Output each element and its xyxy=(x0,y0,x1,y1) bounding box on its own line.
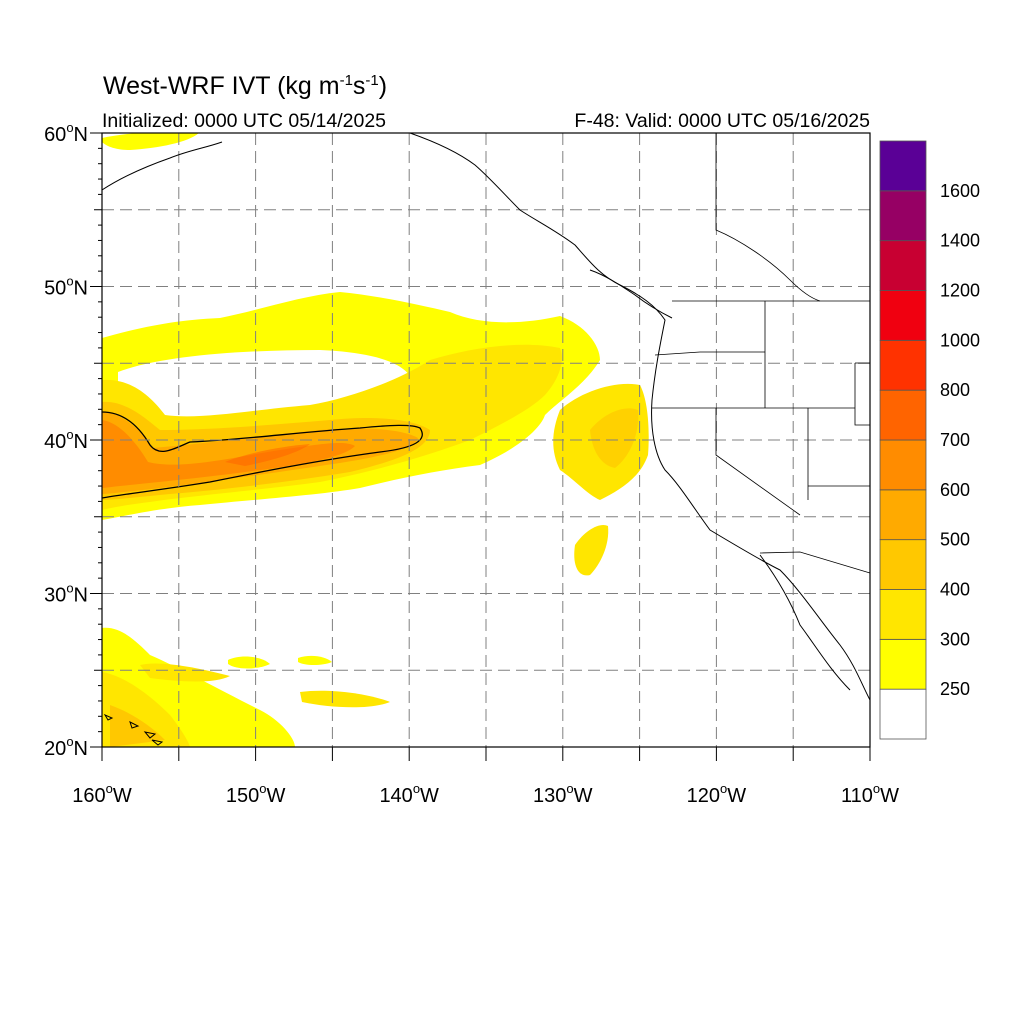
coastline-alaska xyxy=(102,141,223,191)
colorbar-label: 1400 xyxy=(940,231,980,251)
ivt-contour-line xyxy=(102,411,423,499)
colorbar-swatch xyxy=(879,140,927,192)
colorbar-swatch xyxy=(879,439,927,491)
ivt-field xyxy=(102,133,649,747)
ivt-blob-small-2 xyxy=(298,655,332,665)
coastline-baja xyxy=(759,554,851,691)
ivt-blob-south xyxy=(574,524,609,576)
lon-label-110: 110oW xyxy=(841,781,899,807)
lon-label-160: 160oW xyxy=(72,781,132,807)
colorbar-label: 1000 xyxy=(940,330,980,350)
colorbar-label: 1600 xyxy=(940,181,980,201)
colorbar-swatch xyxy=(879,389,927,441)
lon-label-140: 140oW xyxy=(379,781,439,807)
lat-label-30: 30oN xyxy=(44,581,88,607)
coastline-north-america xyxy=(409,133,870,701)
colorbar-swatch xyxy=(879,339,927,391)
axis-ticks xyxy=(90,132,871,761)
ivt-blob-northwest xyxy=(102,133,199,150)
colorbar-swatch xyxy=(879,290,927,341)
colorbar-swatch xyxy=(879,240,927,291)
lat-label-20: 20oN xyxy=(44,734,88,760)
initialized-time: Initialized: 0000 UTC 05/14/2025 xyxy=(102,110,387,132)
colorbar-label: 800 xyxy=(940,380,970,400)
lat-label-50: 50oN xyxy=(44,274,88,300)
lat-label-60: 60oN xyxy=(44,120,88,146)
border-us-mexico xyxy=(759,551,871,574)
border-wa-or xyxy=(654,351,765,356)
lon-label-150: 150oW xyxy=(226,781,286,807)
colorbar-label: 400 xyxy=(940,580,970,600)
lon-label-120: 120oW xyxy=(687,781,747,807)
lon-label-130: 130oW xyxy=(533,781,593,807)
latitude-labels: 60oN 50oN 40oN 30oN 20oN xyxy=(44,120,88,760)
colorbar-swatch xyxy=(879,638,927,690)
ivt-blob-band-b xyxy=(300,690,390,708)
border-nv-ca xyxy=(715,408,801,516)
colorbar-label: 250 xyxy=(940,679,970,699)
valid-time: F-48: Valid: 0000 UTC 05/16/2025 xyxy=(574,110,870,132)
colorbar-swatch xyxy=(879,539,927,590)
border-alaska-canada xyxy=(715,133,821,302)
coastlines xyxy=(102,133,870,746)
ivt-plume-600 xyxy=(102,420,355,488)
longitude-labels: 160oW 150oW 140oW 130oW 120oW 110oW xyxy=(72,781,899,807)
colorbar-swatch xyxy=(879,489,927,541)
coastline-vancouver-island xyxy=(589,269,673,319)
colorbar-swatch xyxy=(879,589,927,640)
graticule xyxy=(102,133,870,747)
state-borders xyxy=(652,133,871,574)
ivt-blob-ca-inner xyxy=(590,408,639,468)
colorbar-label: 500 xyxy=(940,530,970,550)
border-wy xyxy=(854,362,870,426)
ivt-blob-band-a xyxy=(140,663,230,682)
colorbar-swatch xyxy=(879,190,927,242)
colorbar-label: 1200 xyxy=(940,281,980,301)
colorbar: 250 300 400 500 600 700 800 1000 1200 1400 1600 xyxy=(879,140,980,740)
colorbar-label: 600 xyxy=(940,480,970,500)
chart-title: West-WRF IVT (kg m-1s-1) xyxy=(103,72,388,100)
ivt-plume-700 xyxy=(225,444,310,466)
lat-label-40: 40oN xyxy=(44,427,88,453)
coastline-hawaii xyxy=(103,713,164,746)
colorbar-label: 700 xyxy=(940,430,970,450)
ivt-blob-small-1 xyxy=(228,656,270,669)
colorbar-swatch xyxy=(879,688,927,740)
colorbar-label: 300 xyxy=(940,629,970,649)
